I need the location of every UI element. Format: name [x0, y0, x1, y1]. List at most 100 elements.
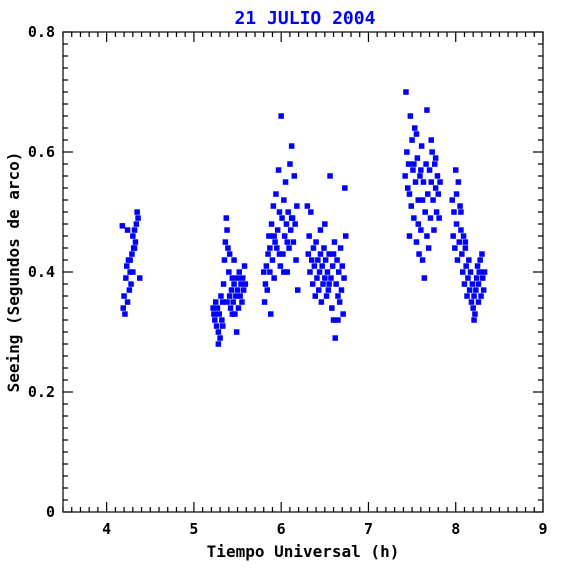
data-point — [452, 245, 458, 251]
data-point — [458, 209, 464, 215]
data-point — [318, 299, 325, 305]
data-point — [479, 251, 485, 257]
data-point — [330, 317, 337, 323]
data-point — [295, 287, 301, 293]
data-point — [419, 197, 426, 203]
data-point — [283, 221, 290, 227]
data-point — [261, 299, 268, 305]
data-point — [329, 305, 335, 311]
y-tick-label: 0.6 — [28, 143, 55, 161]
data-point — [450, 233, 456, 239]
data-point — [409, 137, 415, 143]
data-point — [309, 281, 316, 287]
data-point — [307, 269, 313, 275]
data-point — [419, 257, 426, 263]
data-point — [458, 227, 464, 233]
data-point — [261, 269, 267, 275]
axis-tick-labels: 4 5 6 7 8 9 0 0.2 0.4 0.6 0.8 — [28, 23, 548, 538]
data-point — [122, 311, 128, 317]
data-point — [453, 221, 460, 227]
data-point — [131, 227, 138, 233]
data-point — [285, 209, 291, 215]
data-point — [225, 245, 231, 251]
data-point — [338, 287, 345, 293]
data-point — [317, 251, 324, 257]
data-point — [231, 281, 237, 287]
data-point — [124, 227, 131, 233]
data-point — [453, 191, 460, 197]
data-point — [341, 275, 347, 281]
data-point — [304, 203, 311, 209]
data-point — [466, 257, 472, 263]
data-point — [229, 311, 236, 317]
data-point — [474, 263, 481, 269]
data-point — [421, 275, 428, 281]
data-point — [308, 209, 314, 215]
data-point — [226, 293, 233, 299]
data-point — [271, 275, 277, 281]
data-point — [316, 269, 323, 275]
data-point — [272, 239, 278, 245]
data-point — [124, 299, 131, 305]
data-point — [130, 233, 136, 239]
data-point — [128, 281, 134, 287]
data-point — [274, 245, 280, 251]
data-point — [333, 281, 339, 287]
data-point — [322, 257, 329, 263]
data-point — [329, 263, 336, 269]
data-point — [472, 311, 478, 317]
data-point — [463, 263, 469, 269]
data-point — [334, 257, 340, 263]
data-point — [340, 311, 346, 317]
data-point — [123, 275, 129, 281]
data-point — [326, 281, 332, 287]
data-point — [277, 263, 284, 269]
data-point — [424, 233, 430, 239]
data-point — [315, 257, 321, 263]
data-point — [124, 263, 130, 269]
data-point — [403, 89, 409, 95]
data-point — [322, 221, 328, 227]
data-point — [234, 287, 241, 293]
data-point — [268, 221, 275, 227]
data-point — [468, 299, 475, 305]
data-point — [466, 287, 473, 293]
data-point — [222, 239, 229, 245]
x-axis-label: Tiempo Universal (h) — [207, 542, 400, 561]
data-point — [213, 323, 220, 329]
data-point — [132, 239, 139, 245]
data-point — [471, 293, 477, 299]
data-point — [336, 299, 343, 305]
data-point — [282, 179, 289, 185]
data-point — [422, 209, 428, 215]
data-point — [343, 233, 349, 239]
data-point — [309, 257, 315, 263]
data-point — [312, 293, 318, 299]
data-point — [461, 281, 468, 287]
data-point — [327, 173, 333, 179]
data-point — [288, 227, 294, 233]
data-point — [326, 251, 332, 257]
data-point — [218, 293, 224, 299]
data-point — [330, 251, 337, 257]
data-point — [413, 239, 420, 245]
data-point — [281, 233, 288, 239]
data-point — [469, 281, 476, 287]
data-point — [291, 173, 297, 179]
data-point — [342, 185, 348, 191]
data-point — [311, 263, 318, 269]
data-point — [462, 245, 469, 251]
data-point — [325, 287, 332, 293]
data-point — [280, 251, 286, 257]
data-point — [457, 203, 463, 209]
data-point — [415, 221, 421, 227]
data-point — [226, 251, 233, 257]
data-point — [455, 179, 462, 185]
data-point — [286, 245, 292, 251]
y-tick-label: 0.2 — [28, 383, 55, 401]
data-point — [279, 215, 285, 221]
data-point — [223, 215, 229, 221]
data-point — [215, 329, 222, 335]
x-tick-label: 6 — [277, 520, 286, 538]
data-point — [220, 281, 227, 287]
